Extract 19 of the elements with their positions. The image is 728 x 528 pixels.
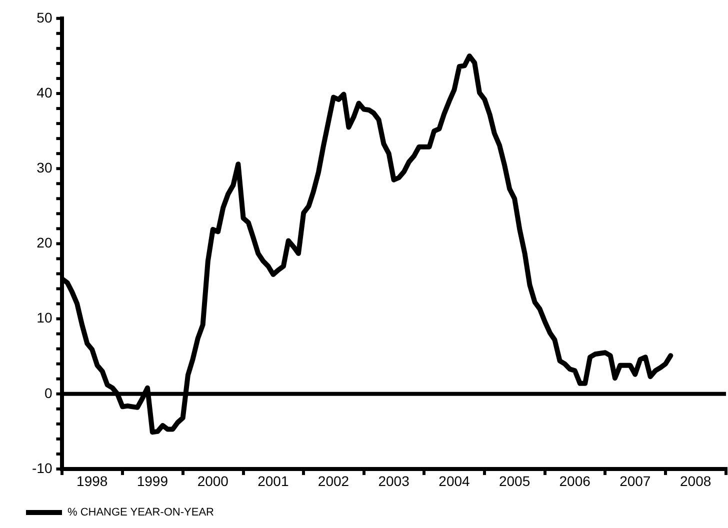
- x-tick-label: 1998: [76, 472, 108, 489]
- x-tick-label: 2001: [258, 472, 289, 489]
- x-tick-label: 1999: [136, 472, 168, 489]
- y-tick-label: 30: [36, 159, 52, 176]
- x-tick-label: 2006: [559, 472, 591, 489]
- x-tick-label: 2002: [318, 472, 350, 489]
- x-tick-label: 2005: [498, 472, 530, 489]
- x-tick-label: 2003: [378, 472, 410, 489]
- y-tick-label: 0: [44, 384, 52, 401]
- legend-label: % CHANGE YEAR-ON-YEAR: [68, 506, 214, 519]
- x-tick-label: 2000: [197, 472, 229, 489]
- x-tick-label: 2007: [620, 472, 651, 489]
- y-tick-label: 20: [36, 234, 52, 251]
- y-tick-label: 50: [36, 9, 52, 26]
- y-tick-label: -10: [32, 460, 52, 476]
- y-tick-label: 40: [36, 84, 52, 100]
- y-tick-label: 10: [36, 310, 52, 326]
- x-tick-label: 2008: [680, 472, 712, 489]
- x-tick-label: 2004: [438, 472, 470, 489]
